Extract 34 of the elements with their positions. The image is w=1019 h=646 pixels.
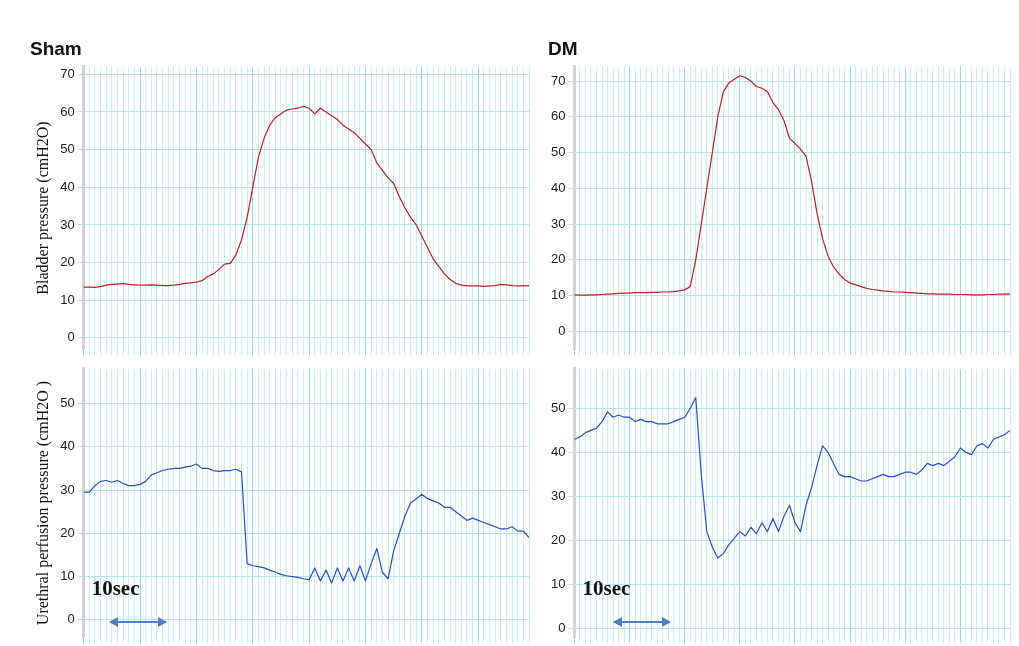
annotation: 10sec — [91, 576, 140, 601]
y-tick-label: 20 — [60, 254, 75, 270]
chart-title: DM — [548, 37, 578, 59]
y-tick-label: 30 — [60, 216, 75, 232]
y-tick-label: 40 — [550, 443, 566, 459]
y-tick-label: 70 — [60, 65, 75, 81]
y-tick-label: 10 — [60, 291, 75, 307]
y-tick-label: 20 — [550, 251, 566, 267]
y-tick-label: 40 — [60, 438, 75, 454]
y-tick-label: 30 — [60, 481, 75, 497]
y-tick-label: 40 — [60, 178, 75, 194]
chart-title: Sham — [30, 37, 82, 59]
y-tick-label: 50 — [550, 399, 566, 415]
y-tick-label: 10 — [550, 287, 566, 303]
y-tick-label: 20 — [550, 531, 566, 547]
y-tick-label: 0 — [558, 322, 566, 338]
y-tick-label: 30 — [550, 487, 566, 503]
y-tick-label: 60 — [550, 108, 566, 124]
y-tick-label: 40 — [550, 179, 566, 195]
y-tick-label: 0 — [67, 611, 75, 627]
y-tick-label: 50 — [60, 141, 75, 157]
y-tick-label: 20 — [60, 524, 75, 540]
y-tick-label: 10 — [550, 575, 566, 591]
y-tick-label: 0 — [558, 619, 566, 635]
annotation: 10sec — [582, 576, 631, 601]
y-tick-label: 60 — [60, 103, 75, 119]
y-axis-title: Bladder pressure (cmH2O) — [33, 121, 52, 295]
y-tick-label: 30 — [550, 215, 566, 231]
y-tick-label: 70 — [550, 72, 566, 88]
y-tick-label: 50 — [60, 395, 75, 411]
y-tick-label: 0 — [67, 329, 75, 345]
y-tick-label: 50 — [550, 144, 566, 160]
y-tick-label: 10 — [60, 568, 75, 584]
y-axis-title: Urethral perfusion pressure (cmH2O ) — [33, 380, 52, 626]
